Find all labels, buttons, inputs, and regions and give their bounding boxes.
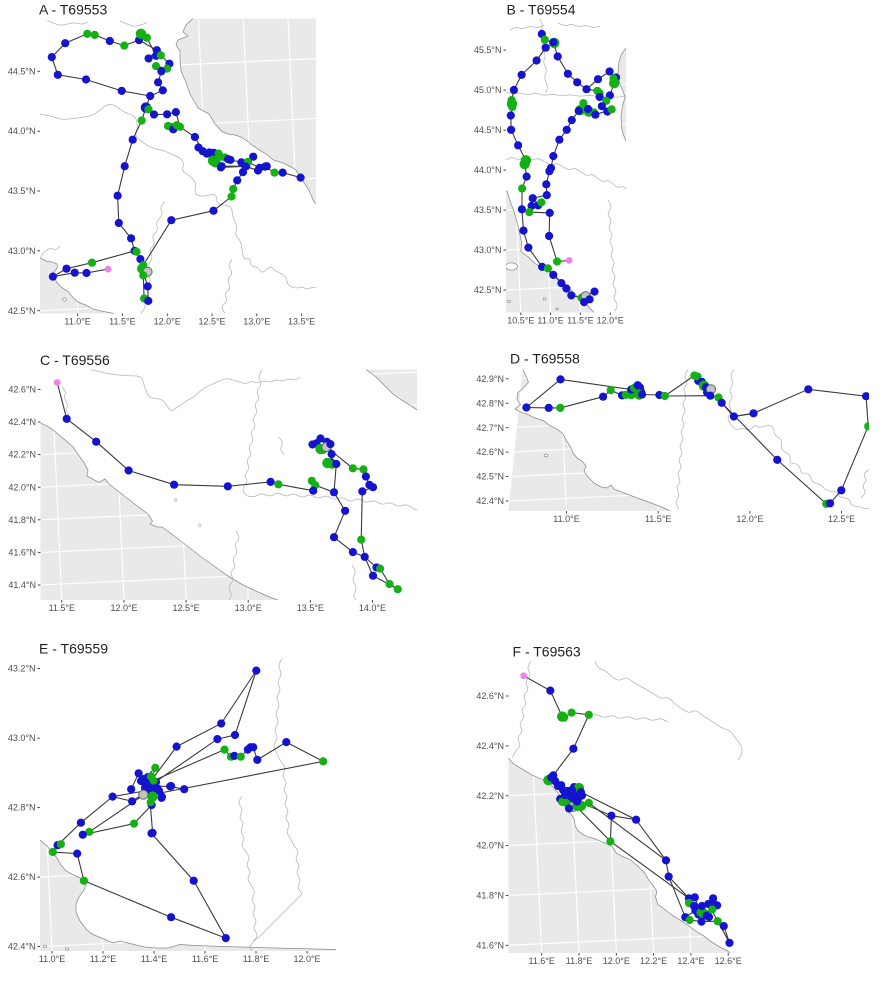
svg-text:42.6°N: 42.6°N — [476, 447, 504, 457]
svg-text:42.8°N: 42.8°N — [8, 803, 36, 813]
svg-text:42.4°N: 42.4°N — [8, 417, 36, 427]
svg-text:12.0°E: 12.0°E — [154, 316, 181, 326]
svg-text:12.2°E: 12.2°E — [640, 956, 667, 966]
svg-text:12.0°E: 12.0°E — [603, 956, 630, 966]
svg-text:41.8°N: 41.8°N — [476, 891, 504, 901]
svg-text:13.0°E: 13.0°E — [235, 603, 262, 613]
svg-text:43.0°N: 43.0°N — [8, 246, 36, 256]
svg-text:11.0°E: 11.0°E — [537, 315, 563, 325]
svg-text:12.4°E: 12.4°E — [677, 956, 704, 966]
svg-text:11.5°E: 11.5°E — [49, 603, 75, 613]
svg-text:42.4°N: 42.4°N — [476, 496, 504, 506]
svg-text:43.5°N: 43.5°N — [8, 186, 36, 196]
svg-text:42.5°N: 42.5°N — [8, 306, 36, 316]
svg-text:42.0°N: 42.0°N — [476, 841, 504, 851]
svg-text:42.6°N: 42.6°N — [8, 872, 36, 882]
svg-text:41.6°N: 41.6°N — [8, 548, 36, 558]
svg-text:43.0°N: 43.0°N — [8, 733, 36, 743]
svg-text:42.6°N: 42.6°N — [476, 691, 504, 701]
svg-text:41.6°N: 41.6°N — [476, 940, 504, 950]
svg-text:D - T69558: D - T69558 — [510, 351, 580, 367]
svg-text:11.6°E: 11.6°E — [528, 956, 554, 966]
svg-text:12.0°E: 12.0°E — [597, 315, 624, 325]
svg-text:11.0°E: 11.0°E — [39, 954, 65, 964]
svg-text:C - T69556: C - T69556 — [40, 352, 110, 368]
svg-text:45.5°N: 45.5°N — [474, 45, 502, 55]
svg-text:42.5°N: 42.5°N — [474, 285, 502, 295]
svg-text:E - T69559: E - T69559 — [39, 641, 108, 657]
svg-text:12.5°E: 12.5°E — [173, 603, 200, 613]
svg-text:11.8°E: 11.8°E — [566, 956, 592, 966]
svg-text:11.4°E: 11.4°E — [141, 954, 167, 964]
svg-text:44.5°N: 44.5°N — [8, 66, 36, 76]
svg-text:11.8°E: 11.8°E — [243, 954, 269, 964]
svg-text:11.5°E: 11.5°E — [645, 514, 671, 524]
svg-text:41.4°N: 41.4°N — [8, 580, 36, 590]
svg-text:13.5°E: 13.5°E — [288, 316, 315, 326]
svg-text:42.0°N: 42.0°N — [8, 482, 36, 492]
svg-text:41.8°N: 41.8°N — [8, 515, 36, 525]
svg-text:12.0°E: 12.0°E — [293, 954, 320, 964]
svg-text:F - T69563: F - T69563 — [513, 644, 581, 660]
svg-text:43.5°N: 43.5°N — [474, 205, 502, 215]
svg-text:42.9°N: 42.9°N — [476, 374, 504, 384]
svg-text:12.0°E: 12.0°E — [110, 603, 137, 613]
svg-text:44.0°N: 44.0°N — [8, 126, 36, 136]
svg-text:43.0°N: 43.0°N — [474, 245, 502, 255]
svg-text:14.0°E: 14.0°E — [359, 603, 386, 613]
svg-text:11.0°E: 11.0°E — [553, 514, 579, 524]
svg-text:12.6°E: 12.6°E — [715, 956, 742, 966]
svg-text:42.2°N: 42.2°N — [476, 791, 504, 801]
svg-text:42.5°N: 42.5°N — [476, 472, 504, 482]
svg-text:44.5°N: 44.5°N — [474, 125, 502, 135]
svg-text:11.5°E: 11.5°E — [109, 316, 135, 326]
svg-text:44.0°N: 44.0°N — [474, 165, 502, 175]
svg-text:42.7°N: 42.7°N — [476, 423, 504, 433]
svg-text:42.2°N: 42.2°N — [8, 450, 36, 460]
svg-text:11.5°E: 11.5°E — [567, 315, 593, 325]
svg-text:11.6°E: 11.6°E — [192, 954, 218, 964]
svg-text:43.2°N: 43.2°N — [8, 664, 36, 674]
svg-text:42.4°N: 42.4°N — [476, 741, 504, 751]
svg-text:13.5°E: 13.5°E — [297, 603, 324, 613]
svg-text:11.2°E: 11.2°E — [90, 954, 116, 964]
svg-text:10.5°E: 10.5°E — [507, 315, 534, 325]
svg-text:45.0°N: 45.0°N — [474, 85, 502, 95]
svg-text:13.0°E: 13.0°E — [243, 316, 270, 326]
svg-text:42.8°N: 42.8°N — [476, 398, 504, 408]
svg-text:B - T69554: B - T69554 — [507, 2, 576, 18]
svg-text:12.0°E: 12.0°E — [736, 514, 763, 524]
svg-text:42.4°N: 42.4°N — [8, 942, 36, 952]
svg-text:12.5°E: 12.5°E — [198, 316, 225, 326]
svg-text:12.5°E: 12.5°E — [828, 514, 855, 524]
svg-text:11.0°E: 11.0°E — [64, 316, 90, 326]
svg-text:42.6°N: 42.6°N — [8, 385, 36, 395]
svg-text:A - T69553: A - T69553 — [39, 2, 107, 18]
